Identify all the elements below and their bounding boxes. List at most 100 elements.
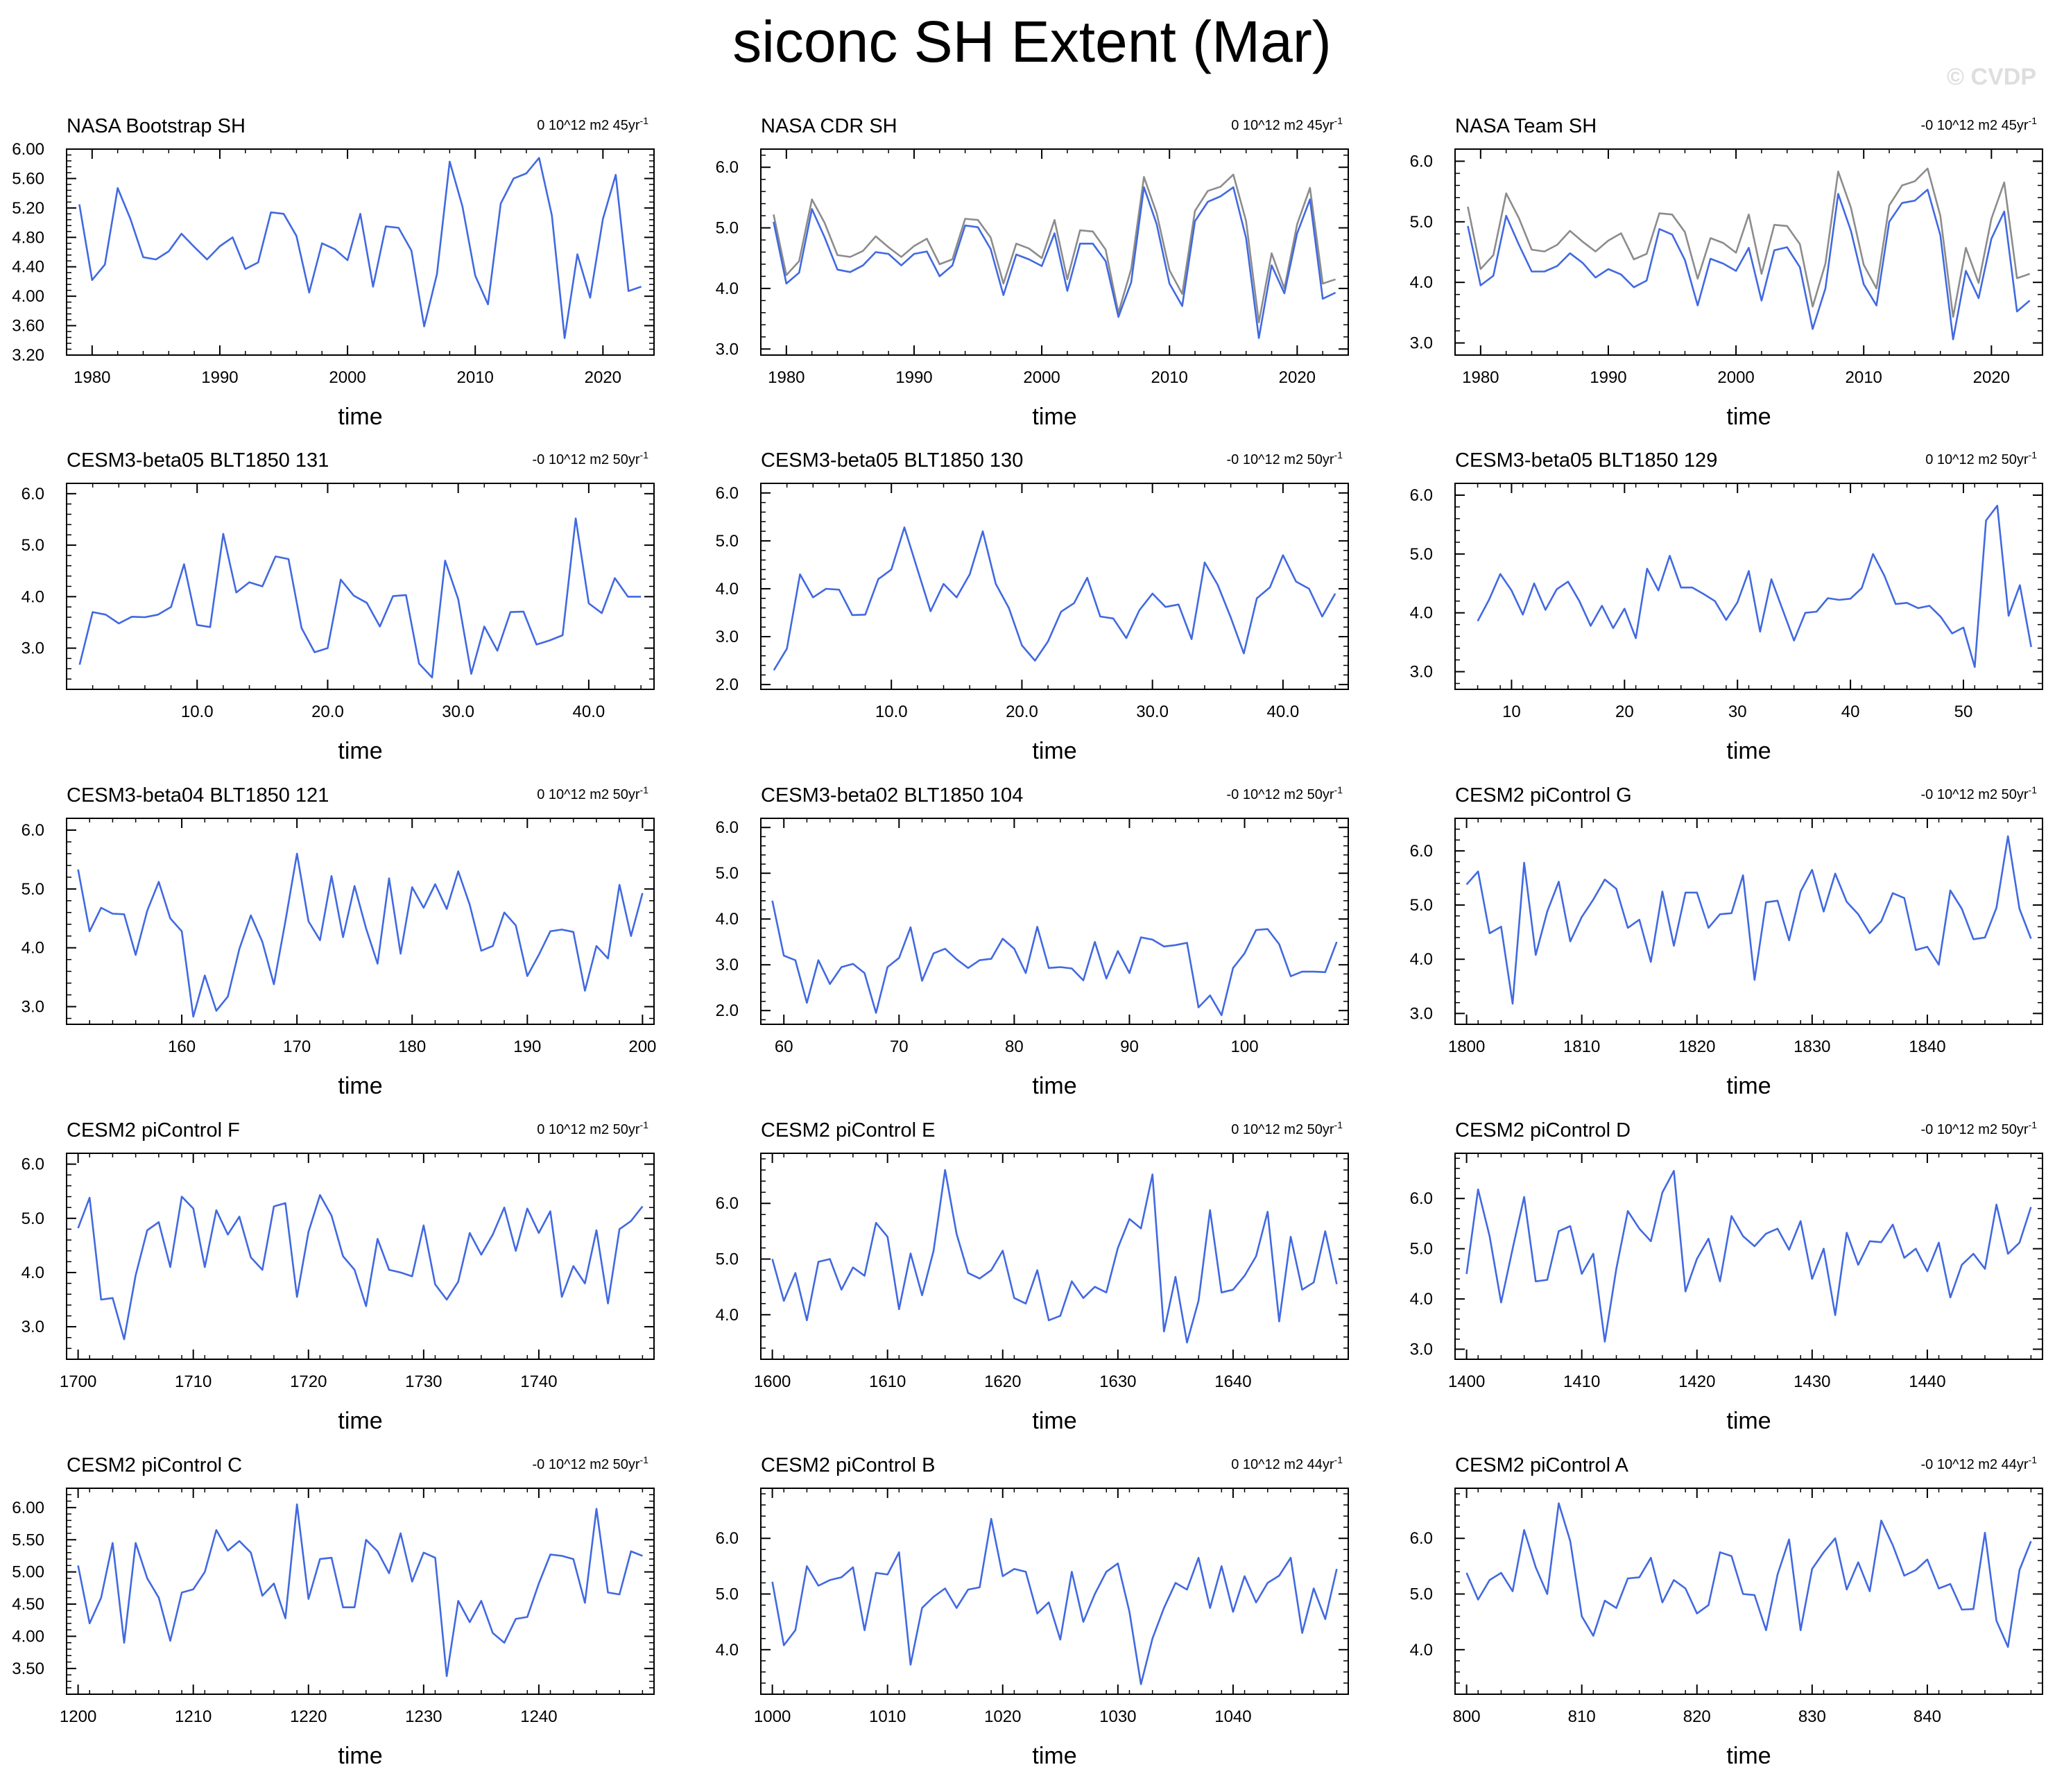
panel-4: 10.0 20.0 30.0 40.0 3.0 4.0 5.0 6.0 CESM3-beta05… [22, 449, 655, 764]
x-tick-label: 810 [1568, 1707, 1596, 1726]
x-tick-label: 100 [1231, 1037, 1259, 1056]
panel-12: 1400 1410 1420 1430 1440 3.0 4.0 5.0 6.0 CESM2 pi… [1410, 1119, 2043, 1434]
panel-title: NASA Team SH [1455, 115, 1597, 137]
x-tick-label: 1430 [1794, 1372, 1830, 1391]
series-line [1477, 504, 2032, 669]
x-tick-label: 1030 [1099, 1707, 1136, 1726]
panel-5: 10.0 20.0 30.0 40.0 2.0 3.0 4.0 5.0 6.0 CESM3-bet… [716, 449, 1349, 764]
x-tick-label: 40.0 [1267, 703, 1300, 721]
series-line [1465, 1502, 2032, 1648]
y-tick-label: 6.0 [22, 1155, 44, 1174]
panel-14: 1000 1010 1020 1030 1040 4.0 5.0 6.0 CESM2 piCon… [716, 1454, 1349, 1769]
x-tick-label: 80 [1005, 1037, 1024, 1056]
y-tick-label: 4.80 [12, 228, 44, 247]
y-tick-label: 6.0 [1410, 1189, 1433, 1208]
stat-superscript: -1 [640, 1119, 649, 1130]
x-tick-label: 1980 [1462, 368, 1499, 387]
panel-stat: -0 10^12 m2 45yr-1 [1921, 115, 2038, 133]
x-tick-label: 170 [283, 1037, 311, 1056]
x-axis-label: time [1726, 1073, 1771, 1099]
series-line [78, 157, 642, 339]
y-tick-label: 4.0 [1410, 604, 1433, 623]
x-tick-label: 2000 [1023, 368, 1060, 387]
obs-series-line [773, 173, 1336, 324]
x-tick-label: 30.0 [1136, 703, 1169, 721]
y-tick-label: 3.60 [12, 317, 44, 336]
x-tick-label: 50 [1954, 703, 1973, 721]
y-tick-label: 4.00 [12, 287, 44, 306]
panel-stat: -0 10^12 m2 50yr-1 [1921, 784, 2038, 802]
panel-6: 10 20 30 40 50 3.0 4.0 5.0 6.0 CESM3-beta05 BLT18… [1410, 449, 2043, 764]
y-tick-label: 6.0 [1410, 152, 1433, 171]
series-line [773, 186, 1336, 339]
y-tick-label: 5.00 [12, 1563, 44, 1582]
y-tick-label: 5.0 [1410, 896, 1433, 915]
plot-frame [760, 483, 1349, 690]
panel-title: CESM2 piControl E [761, 1119, 935, 1141]
stat-superscript: -1 [1334, 1454, 1343, 1465]
x-tick-label: 20 [1615, 703, 1634, 721]
stat-superscript: -1 [2029, 784, 2038, 795]
y-tick-label: 5.0 [716, 864, 739, 883]
x-axis-label: time [1032, 1408, 1076, 1434]
y-tick-label: 6.0 [716, 818, 739, 837]
y-tick-label: 4.0 [22, 587, 44, 606]
y-tick-label: 5.0 [1410, 213, 1433, 232]
x-tick-label: 800 [1453, 1707, 1481, 1726]
x-tick-label: 30 [1728, 703, 1747, 721]
y-tick-label: 4.40 [12, 258, 44, 277]
stat-superscript: -1 [640, 784, 649, 795]
x-tick-label: 1420 [1678, 1372, 1715, 1391]
x-tick-label: 1710 [175, 1372, 212, 1391]
y-tick-label: 3.0 [1410, 1341, 1433, 1359]
x-tick-label: 60 [775, 1037, 793, 1056]
panel-stat: -0 10^12 m2 50yr-1 [533, 449, 649, 467]
y-tick-label: 6.0 [22, 485, 44, 503]
panel-7: 160 170 180 190 200 3.0 4.0 5.0 6.0 CESM3-beta04 … [22, 784, 657, 1099]
y-tick-label: 5.50 [12, 1531, 44, 1549]
x-tick-label: 1990 [201, 368, 238, 387]
x-tick-label: 1820 [1678, 1037, 1715, 1056]
y-tick-label: 5.60 [12, 169, 44, 188]
x-tick-label: 10 [1502, 703, 1521, 721]
panel-stat: -0 10^12 m2 50yr-1 [1921, 1119, 2038, 1137]
x-tick-label: 1830 [1794, 1037, 1830, 1056]
x-axis-label: time [1726, 1408, 1771, 1434]
y-tick-label: 4.0 [1410, 950, 1433, 969]
x-tick-label: 1000 [754, 1707, 791, 1726]
x-tick-label: 1600 [754, 1372, 791, 1391]
x-axis-label: time [1032, 404, 1076, 430]
y-tick-label: 4.00 [12, 1627, 44, 1646]
y-tick-label: 6.0 [716, 158, 739, 177]
y-tick-label: 3.0 [716, 628, 739, 646]
stat-superscript: -1 [1334, 449, 1343, 460]
panel-3: 1980 1990 2000 2010 2020 3.0 4.0 5.0 6.0 NASA Tea… [1410, 115, 2043, 430]
y-tick-label: 4.0 [716, 580, 739, 598]
y-tick-label: 6.0 [716, 1529, 739, 1548]
x-tick-label: 2000 [1717, 368, 1754, 387]
y-tick-label: 5.0 [22, 1209, 44, 1228]
plot-frame [1454, 818, 2043, 1025]
x-tick-label: 1740 [520, 1372, 557, 1391]
y-tick-label: 6.0 [1410, 842, 1433, 861]
x-tick-label: 1990 [895, 368, 932, 387]
x-tick-label: 2010 [1846, 368, 1882, 387]
x-tick-label: 2020 [585, 368, 621, 387]
series-line [771, 900, 1338, 1017]
plot-frame [66, 818, 655, 1025]
x-axis-label: time [1032, 1743, 1076, 1769]
y-tick-label: 6.0 [1410, 486, 1433, 505]
x-axis-label: time [338, 738, 382, 764]
series-line [1465, 835, 2032, 1005]
x-tick-label: 10.0 [181, 703, 214, 721]
x-tick-label: 30.0 [442, 703, 474, 721]
panel-stat: -0 10^12 m2 50yr-1 [1227, 449, 1343, 467]
x-tick-label: 1700 [60, 1372, 96, 1391]
x-tick-label: 70 [890, 1037, 909, 1056]
x-tick-label: 820 [1683, 1707, 1711, 1726]
y-tick-label: 5.20 [12, 199, 44, 218]
plot-frame [66, 148, 655, 356]
x-tick-label: 2020 [1973, 368, 2010, 387]
y-tick-label: 6.0 [1410, 1529, 1433, 1548]
panel-stat: 0 10^12 m2 45yr-1 [537, 115, 648, 133]
